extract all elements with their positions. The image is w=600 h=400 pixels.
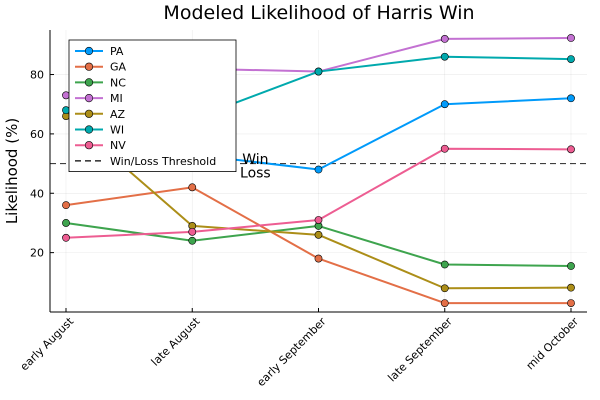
data-point-nv [314,216,323,224]
y-axis-label: Likelihood (%) [3,118,21,224]
legend-marker [84,62,94,71]
data-point-az [314,230,323,239]
x-tick-label: early August [18,314,77,373]
data-point-wi [62,106,70,115]
x-tick-label: early September [254,315,329,390]
legend-marker [84,46,94,56]
y-tick-label: 60 [30,128,44,141]
series-line-pa [192,97,572,171]
legend-label: WI [110,124,124,137]
data-point-nc [62,219,70,227]
chart-title: Modeled Likelihood of Harris Win [163,2,474,24]
plot-area: 20 40 60 80 early August late August early Sep… [18,30,587,389]
x-tick-label: late September [385,315,455,385]
data-point-mi [567,34,575,42]
data-point-wi [314,67,323,76]
data-point-ga [440,299,449,307]
data-point-nv [440,144,449,153]
legend-label: PA [110,45,124,58]
legend-marker [84,109,94,118]
data-point-mi [62,91,70,100]
data-point-nv [567,145,575,154]
data-point-pa [567,94,575,103]
legend-marker [84,141,94,150]
y-tick-label: 40 [30,187,44,200]
legend-marker [84,93,94,103]
legend-label: GA [110,61,127,74]
legend-label: NV [110,139,126,152]
x-tick-label: mid October [524,315,582,373]
data-point-ga [62,201,70,210]
data-point-pa [314,165,323,174]
data-point-wi [567,55,575,63]
data-point-ga [567,299,575,307]
legend: PA GA NC MI AZ WI NV Win/Loss Threshold [68,39,237,173]
data-point-pa [440,100,449,109]
data-point-az [440,284,449,293]
data-point-az [567,283,575,292]
annotation-loss: Loss [240,165,271,181]
data-point-nc [440,260,449,269]
data-point-ga [188,183,197,192]
y-tick-label: 20 [30,247,44,260]
legend-label: MI [110,92,123,105]
legend-label: NC [110,76,126,89]
data-point-nv [62,233,70,242]
data-point-ga [314,254,323,263]
legend-label: Win/Loss Threshold [110,155,216,168]
y-tick-label: 80 [30,69,44,82]
data-point-mi [440,35,449,43]
data-point-nc [567,262,575,270]
x-tick-label: late August [149,314,203,368]
legend-marker [84,125,94,134]
data-point-wi [440,52,449,61]
data-point-nc [188,236,197,245]
annotation-win: Win [242,152,268,168]
legend-box [68,39,237,173]
legend-marker [84,78,94,87]
legend-label: AZ [110,108,126,121]
data-point-nv [188,227,197,236]
